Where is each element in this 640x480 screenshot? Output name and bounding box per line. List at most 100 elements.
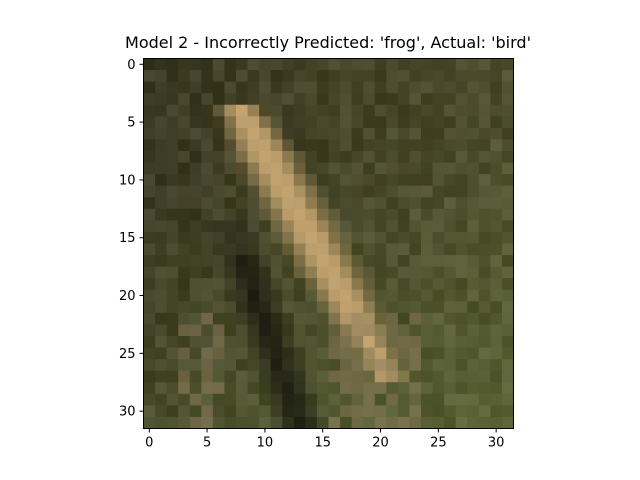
image-pixel bbox=[282, 139, 295, 152]
image-pixel bbox=[178, 405, 191, 418]
image-pixel bbox=[478, 139, 491, 152]
image-pixel bbox=[409, 416, 422, 429]
image-pixel bbox=[444, 151, 457, 164]
image-pixel bbox=[166, 116, 179, 129]
image-pixel bbox=[501, 231, 514, 245]
image-pixel bbox=[432, 174, 445, 187]
image-pixel bbox=[501, 70, 514, 83]
image-pixel bbox=[247, 70, 260, 83]
image-pixel bbox=[259, 81, 272, 94]
image-pixel bbox=[212, 370, 226, 383]
image-pixel bbox=[340, 81, 353, 94]
image-pixel bbox=[421, 416, 434, 429]
image-pixel bbox=[293, 393, 306, 406]
image-pixel bbox=[467, 139, 480, 152]
image-pixel bbox=[444, 139, 457, 152]
image-pixel bbox=[166, 324, 179, 337]
image-pixel bbox=[478, 151, 491, 164]
image-pixel bbox=[490, 382, 503, 395]
image-pixel bbox=[236, 393, 249, 406]
image-pixel bbox=[236, 370, 249, 383]
image-pixel bbox=[409, 162, 422, 175]
image-pixel bbox=[455, 243, 468, 256]
image-pixel bbox=[421, 116, 434, 129]
image-pixel bbox=[293, 162, 306, 175]
image-pixel bbox=[282, 405, 295, 418]
image-pixel bbox=[155, 266, 168, 279]
image-pixel bbox=[478, 382, 491, 395]
image-pixel bbox=[340, 139, 353, 152]
image-pixel bbox=[201, 58, 214, 71]
image-pixel bbox=[328, 104, 341, 117]
image-pixel bbox=[340, 174, 353, 187]
image-pixel bbox=[259, 359, 272, 372]
image-pixel bbox=[316, 162, 330, 175]
image-pixel bbox=[212, 208, 226, 221]
image-pixel bbox=[178, 220, 191, 233]
image-pixel bbox=[478, 416, 491, 429]
image-pixel bbox=[166, 93, 179, 106]
image-pixel bbox=[178, 70, 191, 83]
image-pixel bbox=[386, 70, 399, 83]
image-pixel bbox=[478, 70, 491, 83]
image-pixel bbox=[316, 336, 330, 349]
image-pixel bbox=[224, 359, 237, 372]
image-pixel bbox=[224, 301, 237, 314]
image-pixel bbox=[178, 116, 191, 129]
image-pixel bbox=[409, 116, 422, 129]
image-pixel bbox=[340, 243, 353, 256]
image-pixel bbox=[478, 336, 491, 349]
image-pixel bbox=[397, 58, 411, 71]
image-pixel bbox=[351, 208, 364, 221]
image-pixel bbox=[397, 359, 411, 372]
image-pixel bbox=[201, 301, 214, 314]
image-pixel bbox=[421, 289, 434, 302]
image-pixel bbox=[467, 220, 480, 233]
image-pixel bbox=[270, 162, 283, 175]
image-pixel bbox=[270, 359, 283, 372]
image-pixel bbox=[397, 266, 411, 279]
image-pixel bbox=[386, 162, 399, 175]
image-pixel bbox=[166, 197, 179, 210]
image-pixel bbox=[351, 416, 364, 429]
image-pixel bbox=[305, 347, 318, 360]
image-pixel bbox=[189, 208, 202, 221]
image-pixel bbox=[155, 162, 168, 175]
image-pixel bbox=[397, 255, 411, 268]
image-pixel bbox=[340, 197, 353, 210]
image-pixel bbox=[374, 301, 387, 314]
image-pixel bbox=[363, 324, 376, 337]
image-pixel bbox=[409, 382, 422, 395]
image-pixel bbox=[155, 278, 168, 291]
image-pixel bbox=[201, 312, 214, 326]
image-pixel bbox=[444, 220, 457, 233]
image-pixel bbox=[386, 185, 399, 198]
image-pixel bbox=[166, 255, 179, 268]
image-pixel bbox=[432, 58, 445, 71]
image-pixel bbox=[316, 185, 330, 198]
image-pixel bbox=[455, 208, 468, 221]
image-pixel bbox=[374, 278, 387, 291]
image-pixel bbox=[467, 359, 480, 372]
image-pixel bbox=[397, 81, 411, 94]
image-pixel bbox=[340, 151, 353, 164]
image-pixel bbox=[178, 278, 191, 291]
image-pixel bbox=[293, 197, 306, 210]
image-pixel bbox=[293, 301, 306, 314]
image-pixel bbox=[328, 278, 341, 291]
image-pixel bbox=[409, 278, 422, 291]
image-pixel bbox=[247, 81, 260, 94]
image-pixel bbox=[490, 231, 503, 245]
image-pixel bbox=[270, 70, 283, 83]
image-pixel bbox=[386, 382, 399, 395]
image-pixel bbox=[397, 243, 411, 256]
image-pixel bbox=[328, 301, 341, 314]
image-pixel bbox=[455, 347, 468, 360]
image-pixel bbox=[259, 370, 272, 383]
image-pixel bbox=[444, 58, 457, 71]
image-pixel bbox=[259, 301, 272, 314]
image-pixel bbox=[363, 359, 376, 372]
image-pixel bbox=[374, 312, 387, 326]
image-pixel bbox=[316, 278, 330, 291]
image-pixel bbox=[386, 139, 399, 152]
